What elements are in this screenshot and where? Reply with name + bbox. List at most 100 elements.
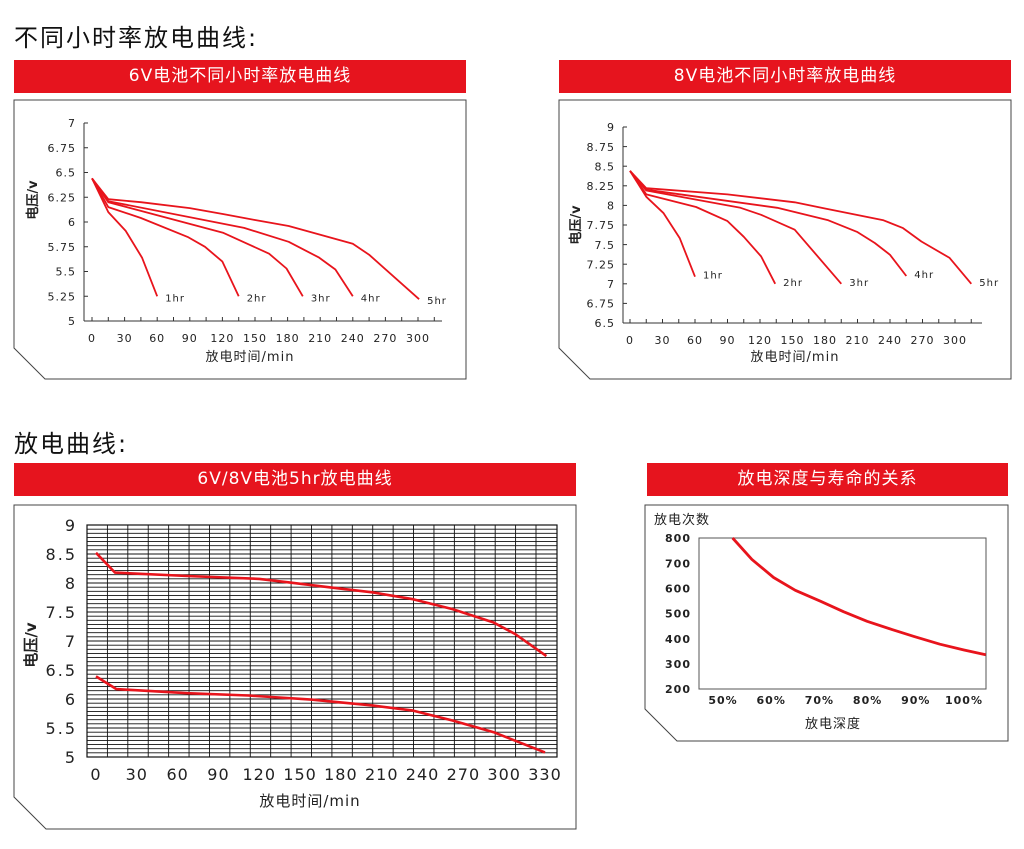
y-tick-label: 5.5 [46, 719, 77, 738]
x-tick-label: 50% [708, 694, 737, 707]
x-tick-label: 0 [626, 334, 634, 347]
y-tick-label: 6.5 [595, 317, 616, 330]
x-tick-label: 80% [853, 694, 882, 707]
y-tick-label: 8.75 [587, 141, 616, 154]
y-tick-label: 5.5 [56, 266, 77, 279]
chart-header-8v: 8V电池不同小时率放电曲线 [559, 60, 1011, 93]
x-tick-label: 100% [945, 694, 983, 707]
series-line-2hr [91, 177, 240, 297]
chart-0: 5 5.25 5.5 5.75 6 6.25 6.5 6.75 7 0 30 60 90 120 150 18… [25, 117, 447, 365]
x-tick-label: 300 [943, 334, 967, 347]
y-tick-label: 6 [65, 690, 77, 709]
x-tick-label: 120 [748, 334, 772, 347]
y-tick-label: 700 [665, 557, 691, 570]
y-tick-label: 7.75 [587, 219, 616, 232]
y-tick-label: 5 [68, 315, 76, 328]
chart-3: 200 300 400 500 600 700 800 50% 60% 70% 80% 90% 100%… [654, 512, 987, 732]
series-label: 2hr [247, 293, 267, 304]
y-tick-label: 6 [68, 216, 76, 229]
plot-frame [698, 537, 987, 690]
series-label: 5hr [427, 296, 447, 307]
y-tick-label: 6.25 [48, 191, 77, 204]
series-label: 4hr [361, 293, 381, 304]
series-label: 4hr [914, 270, 934, 281]
y-tick-label: 800 [665, 532, 691, 545]
x-tick-label: 150 [283, 765, 317, 784]
series-label: 1hr [165, 293, 185, 304]
y-axis-label: 电压/v [568, 205, 584, 245]
series-label: 2hr [783, 278, 803, 289]
series-line-1 [95, 675, 546, 754]
y-axis-label: 电压/v [22, 622, 40, 667]
series-line-0 [731, 537, 987, 657]
chart-2: 55.566.577.588.590 30 60 90 120 150 180 210 240 2… [22, 516, 562, 810]
x-tick-label: 0 [88, 332, 96, 345]
x-axis-label: 放电时间/min [751, 350, 840, 365]
x-tick-label: 180 [324, 765, 358, 784]
x-tick-label: 30 [117, 332, 133, 345]
y-tick-label: 8 [65, 574, 77, 593]
y-tick-label: 6.75 [48, 142, 77, 155]
x-tick-label: 180 [276, 332, 300, 345]
x-tick-label: 300 [406, 332, 430, 345]
x-tick-label: 120 [242, 765, 276, 784]
y-tick-label: 5.75 [48, 241, 77, 254]
y-axis-label: 电压/v [25, 180, 41, 220]
series-line-1hr [629, 170, 696, 278]
x-tick-label: 240 [341, 332, 365, 345]
series-line-0 [95, 551, 548, 658]
chart-header-6v: 6V电池不同小时率放电曲线 [14, 60, 466, 93]
x-tick-label: 270 [373, 332, 397, 345]
x-tick-label: 60 [166, 765, 188, 784]
y-tick-label: 8.5 [595, 160, 616, 173]
y-tick-label: 6.5 [46, 661, 77, 680]
chart-panel-1 [558, 99, 1012, 380]
series-label: 3hr [849, 278, 869, 289]
section-title-hourly-rate: 不同小时率放电曲线: [14, 24, 259, 52]
series-line-3hr [629, 170, 842, 285]
y-tick-label: 7.5 [46, 603, 77, 622]
x-tick-label: 270 [911, 334, 935, 347]
y-tick-label: 8.5 [46, 545, 77, 564]
x-tick-label: 300 [487, 765, 521, 784]
x-tick-label: 60 [149, 332, 165, 345]
x-tick-label: 90 [182, 332, 198, 345]
chart-header-5hr: 6V/8V电池5hr放电曲线 [14, 463, 576, 496]
series-label: 3hr [311, 293, 331, 304]
x-tick-label: 120 [210, 332, 234, 345]
y-tick-label: 6.75 [587, 298, 616, 311]
y-tick-label: 600 [665, 583, 691, 596]
y-tick-label: 7 [65, 632, 77, 651]
x-tick-label: 90% [901, 694, 930, 707]
series-line-2hr [629, 170, 777, 285]
x-tick-label: 240 [878, 334, 902, 347]
x-tick-label: 210 [308, 332, 332, 345]
x-tick-label: 210 [846, 334, 870, 347]
x-tick-label: 60 [687, 334, 703, 347]
x-tick-label: 30 [126, 765, 148, 784]
y-tick-label: 5 [65, 748, 77, 767]
y-tick-label: 9 [65, 516, 77, 535]
x-axis-label: 放电深度 [805, 716, 861, 732]
x-tick-label: 0 [90, 765, 101, 784]
x-tick-label: 270 [447, 765, 481, 784]
y-tick-label: 200 [665, 683, 691, 696]
chart-panel-0 [13, 99, 467, 380]
x-tick-label: 150 [243, 332, 267, 345]
y-tick-label: 7 [68, 117, 76, 130]
chart-panel-2 [13, 504, 577, 830]
x-tick-label: 240 [406, 765, 440, 784]
x-tick-label: 210 [365, 765, 399, 784]
x-tick-label: 90 [720, 334, 736, 347]
y-tick-label: 500 [665, 608, 691, 621]
y-tick-label: 8.25 [587, 180, 616, 193]
y-axis-label: 放电次数 [654, 512, 710, 528]
x-tick-label: 180 [813, 334, 837, 347]
series-line-3hr [91, 177, 304, 297]
x-tick-label: 330 [528, 765, 562, 784]
y-tick-label: 9 [607, 121, 615, 134]
series-line-4hr [91, 177, 354, 297]
x-axis-label: 放电时间/min [259, 792, 360, 810]
y-tick-label: 5.25 [48, 290, 77, 303]
